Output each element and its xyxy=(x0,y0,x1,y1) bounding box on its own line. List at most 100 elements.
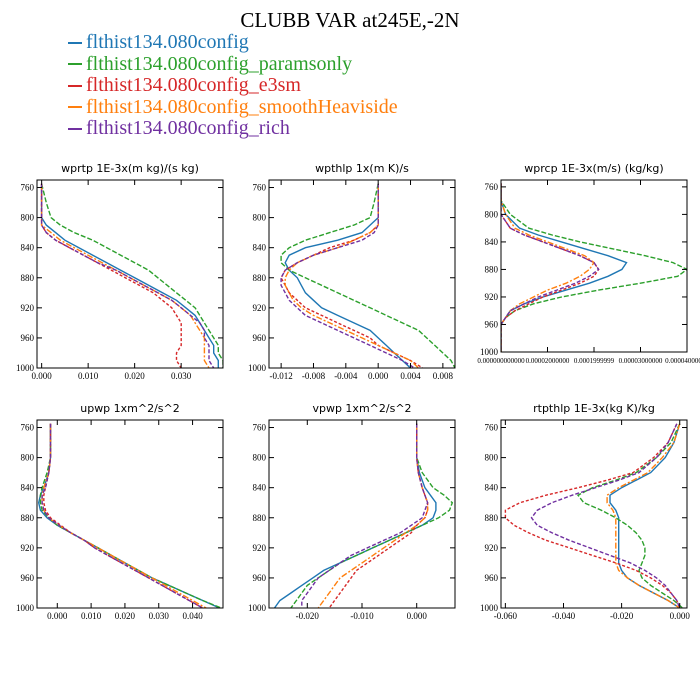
figure-title: CLUBB VAR at245E,-2N xyxy=(240,8,460,32)
y-tick-label: 920 xyxy=(253,303,267,313)
series-line xyxy=(501,183,600,352)
y-tick-label: 920 xyxy=(21,303,35,313)
y-tick-label: 960 xyxy=(253,333,267,343)
x-tick-label: 0.020 xyxy=(115,611,136,621)
legend-label: flthist134.080config xyxy=(86,31,249,53)
x-tick-label: 0.00004000000 xyxy=(665,357,700,365)
x-tick-label: -0.060 xyxy=(494,611,518,621)
y-tick-label: 920 xyxy=(485,543,499,553)
series-line xyxy=(530,423,681,608)
y-tick-label: 760 xyxy=(485,423,499,433)
x-tick-label: -0.010 xyxy=(350,611,374,621)
panel-title: wpthlp 1x(m K)/s xyxy=(315,162,409,175)
y-tick-label: 880 xyxy=(21,513,35,523)
y-tick-label: 880 xyxy=(21,273,35,283)
y-tick-label: 960 xyxy=(21,573,35,583)
plot-frame xyxy=(36,419,224,609)
x-tick-label: 0.010 xyxy=(78,371,99,381)
y-tick-label: 840 xyxy=(253,243,267,253)
series-line xyxy=(280,183,415,368)
y-tick-label: 1000 xyxy=(16,363,35,373)
legend-item: flthist134.080config_rich xyxy=(68,117,398,140)
y-tick-label: 960 xyxy=(21,333,35,343)
series-line xyxy=(41,423,207,608)
y-tick-label: 1000 xyxy=(248,363,267,373)
y-tick-label: 840 xyxy=(485,483,499,493)
y-tick-label: 760 xyxy=(253,183,267,193)
y-tick-label: 760 xyxy=(21,423,35,433)
x-tick-label: -0.004 xyxy=(334,371,358,381)
series-line xyxy=(40,183,215,368)
x-tick-label: -0.040 xyxy=(552,611,576,621)
y-tick-label: 800 xyxy=(485,209,499,219)
y-tick-label: 840 xyxy=(21,243,35,253)
legend-swatch xyxy=(68,106,82,109)
y-tick-label: 1000 xyxy=(248,603,267,613)
legend-label: flthist134.080config_smoothHeaviside xyxy=(86,95,398,118)
series-line xyxy=(284,183,411,368)
y-tick-label: 760 xyxy=(21,183,35,193)
series-line xyxy=(40,183,220,368)
y-tick-label: 800 xyxy=(485,453,499,463)
legend-swatch xyxy=(68,41,82,44)
chart-panel: vpwp 1xm^2/s^2 760 800 840 880 920 960 1000 -0.0… xyxy=(248,402,456,621)
x-tick-label: 0.000 xyxy=(47,611,68,621)
chart-panel: wprtp 1E-3x(m kg)/(s kg) 760 800 840 880 920 9… xyxy=(16,162,224,381)
y-tick-label: 800 xyxy=(253,453,267,463)
x-tick-label: 0.030 xyxy=(171,371,192,381)
series-line xyxy=(317,423,429,608)
panel-title: wprtp 1E-3x(m kg)/(s kg) xyxy=(61,162,199,175)
chart-panel: wprcp 1E-3x(m/s) (kg/kg) 760 800 840 880 920 9… xyxy=(477,162,700,365)
legend-swatch xyxy=(68,127,82,130)
y-tick-label: 1000 xyxy=(480,347,499,357)
series-line xyxy=(290,423,454,608)
legend-item: flthist134.080config_smoothHeaviside xyxy=(68,95,398,119)
y-tick-label: 840 xyxy=(485,237,499,247)
panel-title: wprcp 1E-3x(m/s) (kg/kg) xyxy=(524,162,663,175)
panel-title: rtpthlp 1E-3x(kg K)/kg xyxy=(533,402,655,415)
y-tick-label: 920 xyxy=(21,543,35,553)
y-tick-label: 1000 xyxy=(480,603,499,613)
y-tick-label: 800 xyxy=(21,453,35,463)
y-tick-label: 840 xyxy=(253,483,267,493)
legend-label: flthist134.080config_rich xyxy=(86,117,290,139)
y-tick-label: 960 xyxy=(485,319,499,329)
panel-title: upwp 1xm^2/s^2 xyxy=(80,402,180,415)
series-line xyxy=(501,183,628,352)
series-line xyxy=(501,183,600,352)
series-line xyxy=(576,423,684,608)
panel-title: vpwp 1xm^2/s^2 xyxy=(312,402,411,415)
x-tick-label: 0.00003000000 xyxy=(619,357,663,365)
x-tick-label: 0.008 xyxy=(433,371,454,381)
x-tick-label: 0.004 xyxy=(400,371,421,381)
y-tick-label: 880 xyxy=(485,513,499,523)
legend-item: flthist134.080config_paramsonly xyxy=(68,52,398,76)
y-tick-label: 1000 xyxy=(16,603,35,613)
series-line xyxy=(39,423,222,608)
plot-frame xyxy=(268,419,456,609)
series-line xyxy=(41,423,204,608)
chart-panel: upwp 1xm^2/s^2 760 800 840 880 920 960 1000 0.00… xyxy=(16,402,224,621)
y-tick-label: 960 xyxy=(253,573,267,583)
y-tick-label: 840 xyxy=(21,483,35,493)
series-line xyxy=(301,423,429,608)
legend-label: flthist134.080config_e3sm xyxy=(86,74,301,96)
y-tick-label: 880 xyxy=(253,513,267,523)
x-tick-label: 0.00002000000 xyxy=(526,357,570,365)
x-tick-label: 0.030 xyxy=(149,611,170,621)
series-line xyxy=(37,423,220,608)
x-tick-label: -0.020 xyxy=(296,611,320,621)
series-line xyxy=(40,183,210,368)
x-tick-label: 0.040 xyxy=(182,611,203,621)
chart-panel: wpthlp 1x(m K)/s7608008408809209601000-0… xyxy=(248,162,456,381)
y-tick-label: 920 xyxy=(253,543,267,553)
plot-frame xyxy=(268,179,456,369)
series-line xyxy=(40,183,182,368)
y-tick-label: 760 xyxy=(253,423,267,433)
series-line xyxy=(280,183,455,368)
x-tick-label: -0.008 xyxy=(302,371,326,381)
x-tick-label: 0.010 xyxy=(81,611,102,621)
legend-label: flthist134.080config_paramsonly xyxy=(86,52,353,75)
plot-frame xyxy=(500,419,688,609)
